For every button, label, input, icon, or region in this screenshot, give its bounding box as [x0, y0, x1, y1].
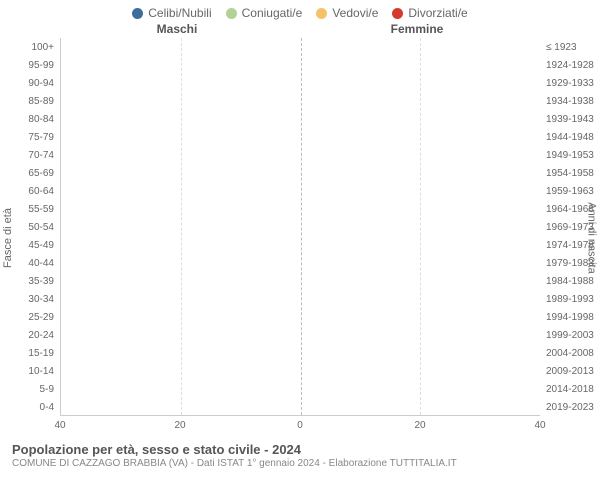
bar-rows	[61, 38, 540, 415]
birth-tick: 1944-1948	[542, 128, 600, 146]
birth-tick: 1979-1983	[542, 254, 600, 272]
pyramid-row	[61, 56, 540, 74]
age-tick: 5-9	[0, 380, 58, 398]
legend-label: Divorziati/e	[408, 6, 467, 20]
birth-tick: 1934-1938	[542, 92, 600, 110]
age-tick: 65-69	[0, 164, 58, 182]
pyramid-row	[61, 397, 540, 415]
pyramid-row	[61, 218, 540, 236]
age-tick: 45-49	[0, 236, 58, 254]
legend-item: Coniugati/e	[226, 6, 303, 20]
legend-dot	[316, 8, 327, 19]
birth-tick: 2004-2008	[542, 344, 600, 362]
pyramid-row	[61, 110, 540, 128]
pyramid-row	[61, 379, 540, 397]
birth-tick: 1984-1988	[542, 272, 600, 290]
y-axis-birth: ≤ 19231924-19281929-19331934-19381939-19…	[542, 38, 600, 416]
birth-tick: 1969-1973	[542, 218, 600, 236]
footer: Popolazione per età, sesso e stato civil…	[0, 438, 600, 469]
age-tick: 25-29	[0, 308, 58, 326]
pyramid-row	[61, 253, 540, 271]
birth-tick: 2009-2013	[542, 362, 600, 380]
birth-tick: 2019-2023	[542, 398, 600, 416]
chart-title: Popolazione per età, sesso e stato civil…	[12, 442, 588, 457]
pyramid-row	[61, 235, 540, 253]
pyramid-row	[61, 343, 540, 361]
x-tick: 20	[174, 420, 185, 431]
x-tick: 40	[54, 420, 65, 431]
pyramid-row	[61, 307, 540, 325]
legend-item: Celibi/Nubili	[132, 6, 211, 20]
pyramid-row	[61, 128, 540, 146]
female-label: Femmine	[391, 22, 444, 36]
pyramid-row	[61, 271, 540, 289]
age-tick: 90-94	[0, 74, 58, 92]
x-tick: 40	[534, 420, 545, 431]
legend-label: Coniugati/e	[242, 6, 303, 20]
age-tick: 30-34	[0, 290, 58, 308]
plot-area	[60, 38, 540, 416]
age-tick: 20-24	[0, 326, 58, 344]
birth-tick: 1989-1993	[542, 290, 600, 308]
birth-tick: ≤ 1923	[542, 38, 600, 56]
birth-tick: 1959-1963	[542, 182, 600, 200]
birth-tick: 1994-1998	[542, 308, 600, 326]
birth-tick: 1929-1933	[542, 74, 600, 92]
source-text: COMUNE DI CAZZAGO BRABBIA (VA) - Dati IS…	[12, 458, 588, 469]
birth-tick: 1949-1953	[542, 146, 600, 164]
age-tick: 10-14	[0, 362, 58, 380]
birth-tick: 1924-1928	[542, 56, 600, 74]
age-tick: 80-84	[0, 110, 58, 128]
age-tick: 95-99	[0, 56, 58, 74]
age-tick: 70-74	[0, 146, 58, 164]
pyramid-row	[61, 200, 540, 218]
birth-tick: 1974-1978	[542, 236, 600, 254]
legend-item: Vedovi/e	[316, 6, 378, 20]
legend: Celibi/Nubili Coniugati/e Vedovi/e Divorzia…	[0, 0, 600, 22]
legend-item: Divorziati/e	[392, 6, 467, 20]
male-label: Maschi	[157, 22, 198, 36]
gender-labels: Maschi Femmine	[0, 22, 600, 36]
legend-dot	[132, 8, 143, 19]
age-tick: 40-44	[0, 254, 58, 272]
x-axis: 402002040	[60, 418, 540, 438]
age-tick: 15-19	[0, 344, 58, 362]
age-tick: 50-54	[0, 218, 58, 236]
legend-label: Vedovi/e	[332, 6, 378, 20]
birth-tick: 2014-2018	[542, 380, 600, 398]
legend-dot	[226, 8, 237, 19]
x-tick: 20	[414, 420, 425, 431]
pyramid-row	[61, 182, 540, 200]
legend-dot	[392, 8, 403, 19]
pyramid-row	[61, 325, 540, 343]
age-tick: 85-89	[0, 92, 58, 110]
age-tick: 100+	[0, 38, 58, 56]
pyramid-row	[61, 38, 540, 56]
pyramid-row	[61, 164, 540, 182]
age-tick: 55-59	[0, 200, 58, 218]
legend-label: Celibi/Nubili	[148, 6, 211, 20]
age-tick: 35-39	[0, 272, 58, 290]
pyramid-row	[61, 74, 540, 92]
birth-tick: 1954-1958	[542, 164, 600, 182]
y-axis-age: 100+95-9990-9485-8980-8475-7970-7465-696…	[0, 38, 58, 416]
population-pyramid: Fasce di età Anni di nascita 100+95-9990…	[0, 38, 600, 438]
x-tick: 0	[297, 420, 303, 431]
pyramid-row	[61, 92, 540, 110]
birth-tick: 1964-1968	[542, 200, 600, 218]
birth-tick: 1999-2003	[542, 326, 600, 344]
age-tick: 75-79	[0, 128, 58, 146]
pyramid-row	[61, 289, 540, 307]
age-tick: 0-4	[0, 398, 58, 416]
pyramid-row	[61, 146, 540, 164]
birth-tick: 1939-1943	[542, 110, 600, 128]
pyramid-row	[61, 361, 540, 379]
age-tick: 60-64	[0, 182, 58, 200]
